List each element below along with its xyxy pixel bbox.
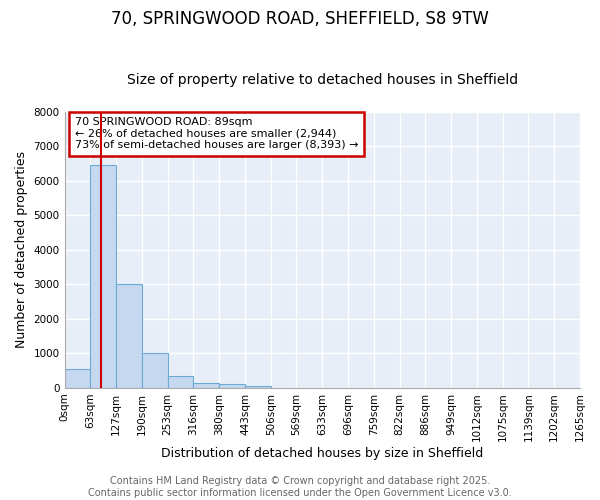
Bar [193, 382, 219, 388]
Bar [91, 166, 116, 388]
Bar [245, 386, 271, 388]
Text: 70, SPRINGWOOD ROAD, SHEFFIELD, S8 9TW: 70, SPRINGWOOD ROAD, SHEFFIELD, S8 9TW [111, 10, 489, 28]
Bar [219, 384, 245, 388]
Bar [167, 376, 193, 388]
Y-axis label: Number of detached properties: Number of detached properties [15, 152, 28, 348]
Bar [65, 369, 91, 388]
Text: 70 SPRINGWOOD ROAD: 89sqm
← 26% of detached houses are smaller (2,944)
73% of se: 70 SPRINGWOOD ROAD: 89sqm ← 26% of detac… [75, 118, 358, 150]
Bar [116, 284, 142, 388]
Bar [142, 354, 167, 388]
Text: Contains HM Land Registry data © Crown copyright and database right 2025.
Contai: Contains HM Land Registry data © Crown c… [88, 476, 512, 498]
Title: Size of property relative to detached houses in Sheffield: Size of property relative to detached ho… [127, 73, 518, 87]
X-axis label: Distribution of detached houses by size in Sheffield: Distribution of detached houses by size … [161, 447, 484, 460]
